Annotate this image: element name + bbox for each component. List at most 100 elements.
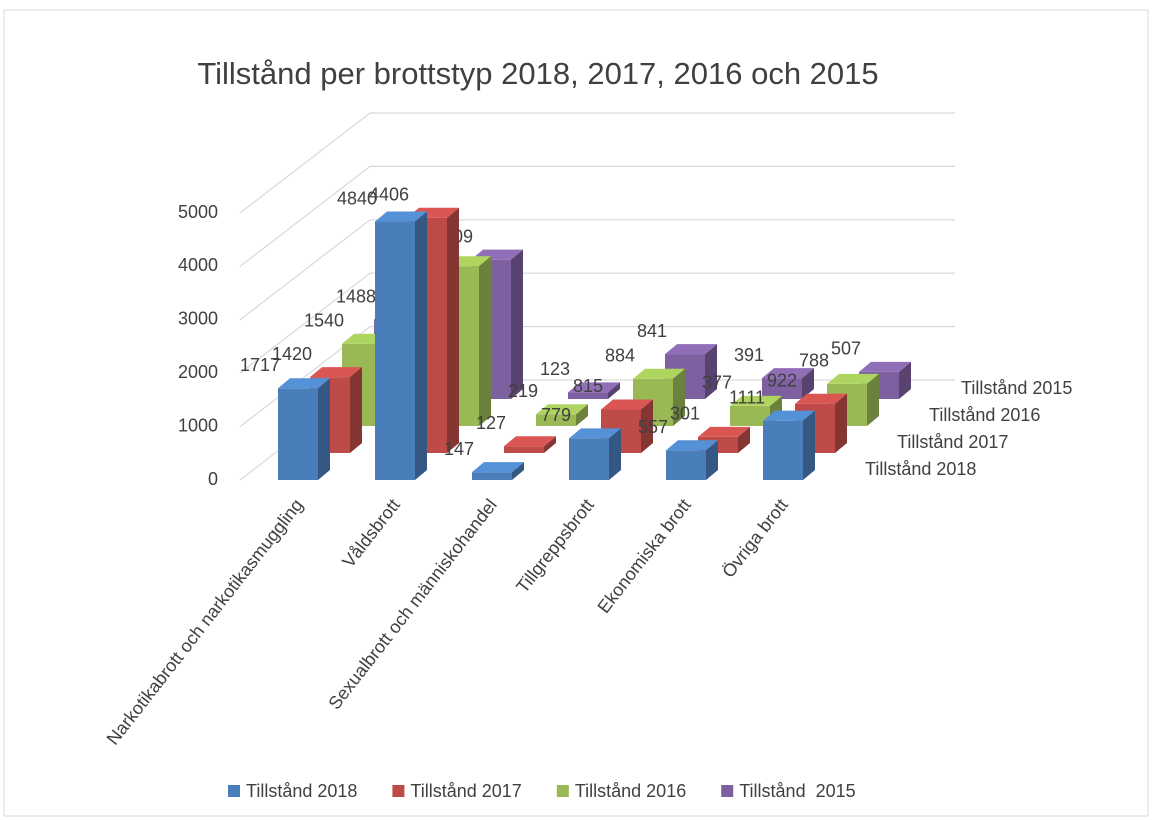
bar-side — [479, 256, 491, 426]
bar-top — [762, 368, 814, 379]
bar-side — [641, 399, 653, 453]
data-label: 788 — [799, 351, 829, 371]
legend-label: Tillstånd 2015 — [739, 781, 855, 801]
y-tick-label: 0 — [208, 469, 218, 489]
bar-top — [375, 211, 427, 222]
bar-side — [576, 404, 588, 426]
bar-front — [569, 438, 609, 480]
data-label: 922 — [767, 371, 797, 391]
bar-top — [666, 440, 718, 451]
bar — [569, 428, 621, 480]
bar-front — [472, 472, 512, 480]
bar — [472, 462, 524, 480]
data-label: 123 — [540, 359, 570, 379]
data-label: 841 — [637, 321, 667, 341]
legend-swatch — [392, 785, 405, 797]
bar-front — [730, 405, 770, 426]
data-label: 1420 — [272, 344, 312, 364]
bar — [536, 404, 588, 426]
legend-label: Tillstånd 2017 — [410, 781, 521, 801]
bar-top — [827, 373, 879, 384]
bar-side — [608, 382, 620, 399]
bar-top — [665, 344, 717, 355]
grid-line — [239, 272, 955, 374]
bar-top — [569, 428, 621, 439]
bar-top — [633, 368, 685, 379]
data-label: 1540 — [304, 311, 344, 331]
data-label: 4840 — [337, 188, 377, 208]
bar-side — [673, 368, 685, 426]
bar-top — [472, 462, 524, 473]
bar-top — [278, 378, 330, 389]
grid-line — [239, 112, 955, 214]
data-label: 815 — [573, 376, 603, 396]
bar-side — [350, 367, 362, 453]
y-tick-label: 4000 — [178, 255, 218, 275]
data-label: 507 — [831, 339, 861, 359]
bar-top — [568, 382, 620, 393]
bar-front — [536, 414, 576, 426]
data-label: 147 — [444, 439, 474, 459]
bar-side — [867, 373, 879, 426]
bar-side — [512, 462, 524, 480]
bar-side — [835, 393, 847, 453]
series-axis-label: Tillstånd 2017 — [897, 432, 1008, 452]
legend-swatch — [228, 785, 240, 797]
bar-front — [666, 450, 706, 480]
bar — [278, 378, 330, 480]
bar-side — [447, 207, 459, 453]
legend-label: Tillstånd 2018 — [246, 781, 357, 801]
data-label: 377 — [702, 373, 732, 393]
bar-top — [504, 436, 556, 447]
data-label: 391 — [734, 345, 764, 365]
data-label: 1111 — [729, 387, 765, 407]
bar — [666, 440, 718, 480]
data-label: 301 — [670, 404, 700, 424]
data-label: 557 — [638, 417, 668, 437]
bar-side — [803, 410, 815, 480]
y-tick-label: 1000 — [178, 415, 218, 435]
bar — [504, 436, 556, 453]
bar-front — [762, 378, 802, 399]
legend-label: Tillstånd 2016 — [575, 781, 686, 801]
bar-side — [318, 378, 330, 480]
series-axis-label: Tillstånd 2015 — [961, 378, 1072, 398]
bar — [375, 211, 427, 480]
bar-top — [601, 399, 653, 410]
bar-side — [511, 249, 523, 399]
bar — [568, 382, 620, 399]
bar-front — [504, 446, 544, 453]
bar-side — [899, 361, 911, 399]
data-label: 884 — [605, 346, 635, 366]
bar-front — [763, 420, 803, 480]
data-label: 127 — [476, 413, 506, 433]
legend-swatch — [556, 785, 569, 797]
data-label: 1488 — [336, 286, 376, 306]
bar-top — [698, 426, 750, 437]
bar-top — [795, 393, 847, 404]
grid-line — [239, 165, 955, 267]
bar-side — [705, 344, 717, 399]
grid-line — [239, 219, 955, 321]
data-label: 4406 — [369, 184, 409, 204]
bar-side — [706, 440, 718, 480]
y-tick-label: 5000 — [178, 202, 218, 222]
y-tick-label: 2000 — [178, 362, 218, 382]
y-tick-label: 3000 — [178, 309, 218, 329]
bar — [762, 368, 814, 399]
bar-top — [730, 395, 782, 406]
data-label: 1717 — [240, 355, 280, 375]
bar-top — [536, 404, 588, 415]
bar-side — [802, 368, 814, 399]
bar-front — [568, 392, 608, 399]
bar-top — [859, 361, 911, 372]
data-label: 219 — [508, 381, 538, 401]
series-axis-label: Tillstånd 2018 — [865, 459, 976, 479]
bar-side — [415, 211, 427, 480]
bar-side — [544, 436, 556, 453]
bar-top — [310, 367, 362, 378]
bar-side — [609, 428, 621, 480]
series-axis-label: Tillstånd 2016 — [929, 405, 1040, 425]
bar-front — [278, 388, 318, 480]
